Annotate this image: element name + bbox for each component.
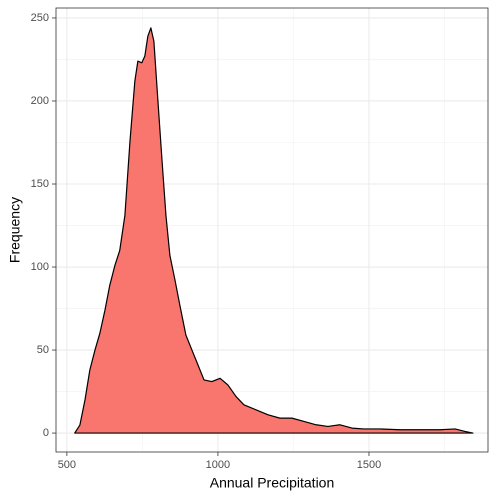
y-tick-label: 150: [31, 178, 49, 190]
grid: [56, 8, 488, 452]
x-axis-title: Annual Precipitation: [210, 475, 335, 491]
y-tick-label: 250: [31, 12, 49, 24]
plot: [74, 27, 474, 434]
area: [74, 27, 474, 434]
y-tick-label: 100: [31, 261, 49, 273]
y-tick-label: 50: [37, 344, 49, 356]
y-axis-title: Frequency: [7, 197, 23, 263]
y-tick-label: 200: [31, 95, 49, 107]
x-tick-label: 500: [58, 459, 76, 471]
x-tick-label: 1500: [357, 459, 381, 471]
y-tick-label: 0: [43, 427, 49, 439]
x-tick-label: 1000: [206, 459, 230, 471]
panel-border: [55, 7, 489, 453]
